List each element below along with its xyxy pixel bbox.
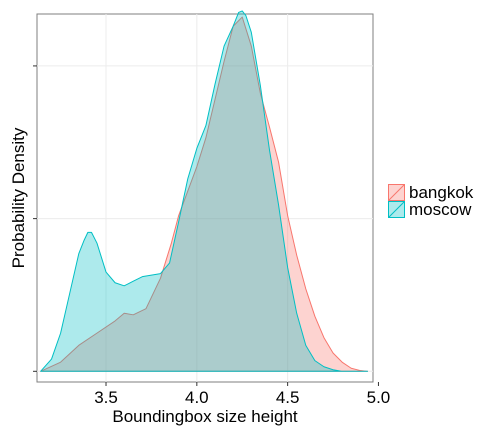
- x-tick-label: 4.0: [185, 388, 209, 407]
- legend-label-bangkok: bangkok: [409, 183, 474, 202]
- legend-key-diagonal: [388, 201, 405, 218]
- x-tick-label: 5.0: [367, 388, 391, 407]
- legend-key-diagonal: [388, 184, 405, 201]
- density-area-bangkok: [40, 16, 369, 372]
- density-areas: [40, 10, 369, 372]
- axes: 3.5 4.0 4.5 5.0: [33, 65, 391, 407]
- x-tick-label: 3.5: [94, 388, 118, 407]
- density-area-moscow: [40, 10, 369, 372]
- x-tick-label: 4.5: [276, 388, 300, 407]
- y-axis-title: Probability Density: [9, 127, 28, 268]
- x-axis-title: Boundingbox size height: [112, 407, 298, 426]
- legend-label-moscow: moscow: [409, 200, 472, 219]
- grid-lines: [37, 14, 373, 382]
